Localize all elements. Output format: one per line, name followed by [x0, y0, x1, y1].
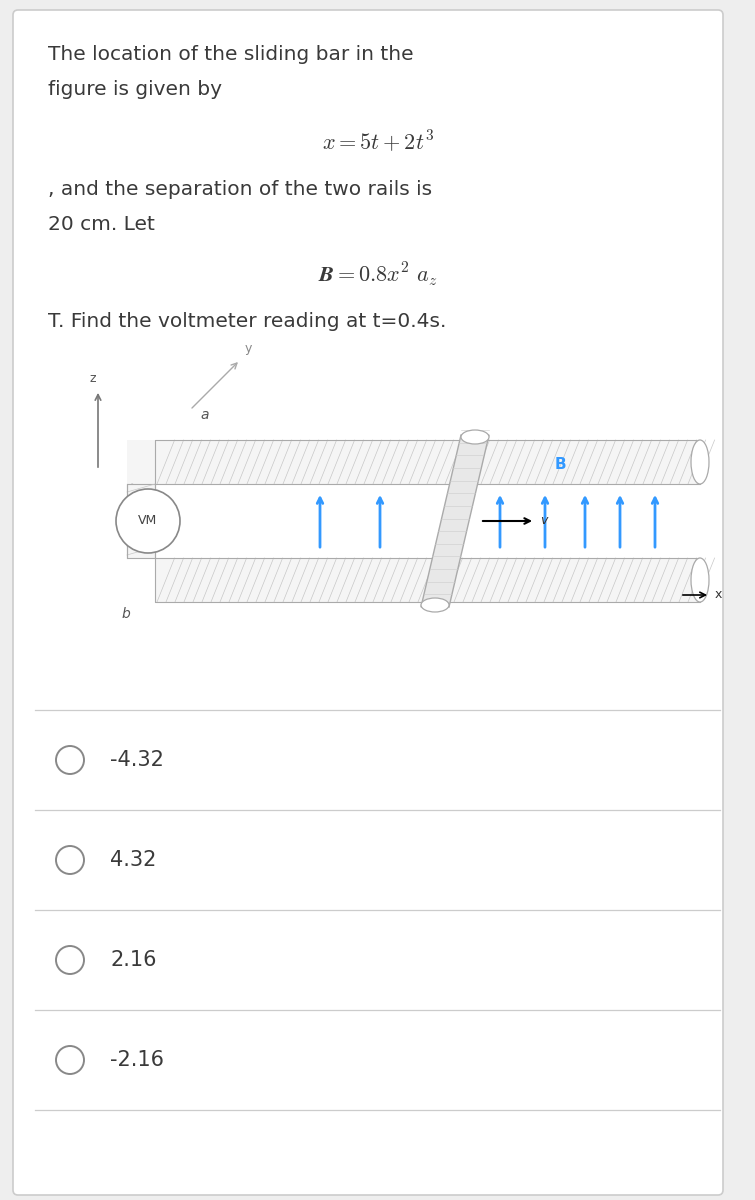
Text: figure is given by: figure is given by — [48, 80, 222, 98]
Text: -4.32: -4.32 — [110, 750, 164, 770]
Text: B: B — [554, 457, 565, 472]
FancyBboxPatch shape — [13, 10, 723, 1195]
Text: v: v — [540, 515, 547, 528]
Text: 4.32: 4.32 — [110, 850, 156, 870]
Text: , and the separation of the two rails is: , and the separation of the two rails is — [48, 180, 432, 199]
Text: VM: VM — [138, 515, 158, 528]
Ellipse shape — [691, 440, 709, 484]
Text: x: x — [715, 588, 723, 601]
Polygon shape — [421, 434, 489, 607]
Text: b: b — [122, 607, 130, 622]
Text: -2.16: -2.16 — [110, 1050, 164, 1070]
Text: a: a — [200, 408, 208, 422]
Circle shape — [116, 490, 180, 553]
Circle shape — [56, 746, 84, 774]
Ellipse shape — [691, 558, 709, 602]
Circle shape — [56, 1046, 84, 1074]
Ellipse shape — [461, 430, 489, 444]
Text: $\boldsymbol{B} = 0.8x^2\ a_z$: $\boldsymbol{B} = 0.8x^2\ a_z$ — [318, 260, 438, 288]
Text: z: z — [90, 372, 96, 385]
Circle shape — [56, 946, 84, 974]
Ellipse shape — [421, 598, 449, 612]
Bar — [155, 558, 700, 602]
Bar — [155, 440, 700, 484]
Circle shape — [56, 846, 84, 874]
Text: The location of the sliding bar in the: The location of the sliding bar in the — [48, 44, 414, 64]
Text: $x = 5t + 2t^3$: $x = 5t + 2t^3$ — [322, 128, 434, 154]
Text: 20 cm. Let: 20 cm. Let — [48, 215, 155, 234]
FancyBboxPatch shape — [127, 440, 195, 484]
Text: y: y — [245, 342, 252, 355]
Bar — [127, 484, 155, 558]
Text: T. Find the voltmeter reading at t=0.4s.: T. Find the voltmeter reading at t=0.4s. — [48, 312, 446, 331]
Text: 2.16: 2.16 — [110, 950, 156, 970]
